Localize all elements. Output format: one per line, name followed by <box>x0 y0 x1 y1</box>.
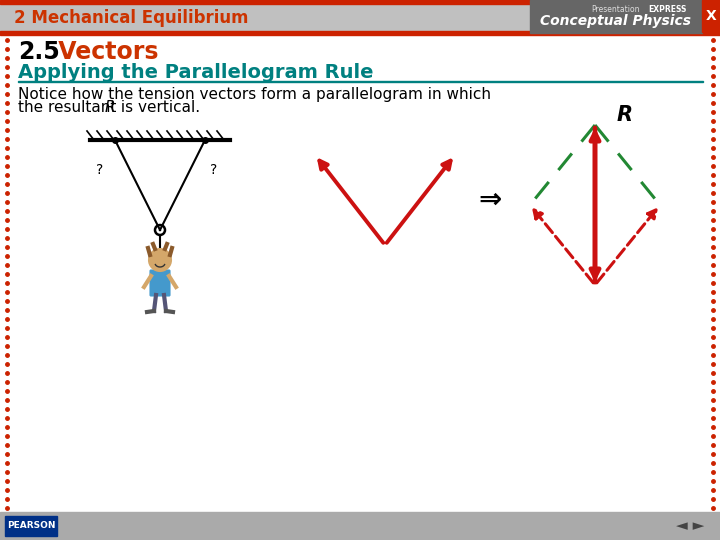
Text: 2 Mechanical Equilibrium: 2 Mechanical Equilibrium <box>14 9 248 27</box>
Bar <box>5 516 57 536</box>
Text: Presentation: Presentation <box>592 4 640 14</box>
Bar <box>0 31 720 35</box>
FancyBboxPatch shape <box>150 270 170 296</box>
Text: ?: ? <box>96 163 104 177</box>
Bar <box>702 0 720 32</box>
Bar <box>18 80 703 82</box>
Text: ⇒: ⇒ <box>478 186 502 214</box>
Text: ◄ ►: ◄ ► <box>676 518 704 534</box>
Text: Applying the Parallelogram Rule: Applying the Parallelogram Rule <box>18 63 374 82</box>
Text: EXPRESS: EXPRESS <box>648 4 686 14</box>
Text: Vectors: Vectors <box>50 40 158 64</box>
Bar <box>0 0 720 32</box>
Text: R: R <box>105 100 116 116</box>
Bar <box>530 0 702 33</box>
Text: R: R <box>617 105 633 125</box>
Bar <box>0 32 720 512</box>
Text: Conceptual Physics: Conceptual Physics <box>541 14 691 28</box>
Bar <box>0 512 720 540</box>
Text: 2.5: 2.5 <box>18 40 60 64</box>
Text: X: X <box>706 9 716 23</box>
Bar <box>0 0 720 4</box>
Circle shape <box>149 249 171 271</box>
Text: the resultant: the resultant <box>18 100 121 116</box>
Text: Notice how the tension vectors form a parallelogram in which: Notice how the tension vectors form a pa… <box>18 86 491 102</box>
Text: PEARSON: PEARSON <box>6 522 55 530</box>
Text: ?: ? <box>210 163 217 177</box>
Text: is vertical.: is vertical. <box>116 100 200 116</box>
